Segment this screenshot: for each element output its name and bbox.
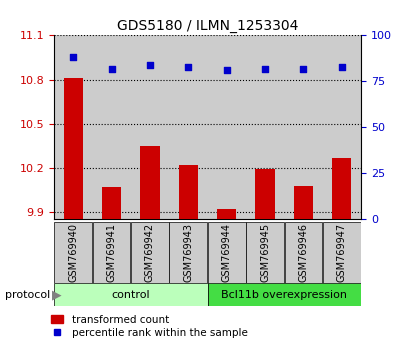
Bar [102, 187, 121, 219]
Point [262, 66, 269, 72]
Text: GSM769944: GSM769944 [222, 223, 232, 282]
Text: GSM769946: GSM769946 [298, 223, 308, 282]
Text: GSM769941: GSM769941 [107, 223, 117, 282]
Text: control: control [111, 290, 150, 300]
Point [70, 55, 76, 60]
FancyBboxPatch shape [131, 222, 169, 282]
Legend: transformed count, percentile rank within the sample: transformed count, percentile rank withi… [51, 315, 248, 338]
Bar [256, 170, 275, 219]
Point [300, 66, 307, 72]
Bar [284, 35, 323, 219]
Title: GDS5180 / ILMN_1253304: GDS5180 / ILMN_1253304 [117, 19, 298, 33]
Point [223, 68, 230, 73]
Bar [93, 35, 131, 219]
Text: protocol: protocol [5, 290, 50, 300]
Bar [140, 146, 159, 219]
Point [146, 62, 153, 68]
FancyBboxPatch shape [54, 222, 92, 282]
FancyBboxPatch shape [54, 283, 208, 306]
Text: GSM769940: GSM769940 [68, 223, 78, 282]
FancyBboxPatch shape [323, 222, 361, 282]
FancyBboxPatch shape [169, 222, 207, 282]
Bar [131, 35, 169, 219]
Text: GSM769942: GSM769942 [145, 223, 155, 282]
FancyBboxPatch shape [246, 222, 284, 282]
Text: GSM769945: GSM769945 [260, 223, 270, 282]
FancyBboxPatch shape [208, 283, 361, 306]
Bar [179, 165, 198, 219]
Text: Bcl11b overexpression: Bcl11b overexpression [221, 290, 347, 300]
Bar [294, 185, 313, 219]
Point [108, 66, 115, 72]
Bar [54, 35, 92, 219]
Bar [332, 158, 352, 219]
FancyBboxPatch shape [208, 222, 246, 282]
FancyBboxPatch shape [285, 222, 322, 282]
Bar [169, 35, 208, 219]
Text: GSM769943: GSM769943 [183, 223, 193, 282]
Bar [323, 35, 361, 219]
FancyBboxPatch shape [93, 222, 130, 282]
Text: GSM769947: GSM769947 [337, 223, 347, 282]
Bar [208, 35, 246, 219]
Bar [246, 35, 284, 219]
Bar [217, 209, 236, 219]
Point [339, 64, 345, 69]
Point [185, 64, 192, 69]
Text: ▶: ▶ [52, 288, 61, 301]
Bar [63, 78, 83, 219]
